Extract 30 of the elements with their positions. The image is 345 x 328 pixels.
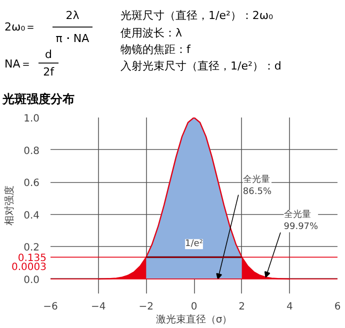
text: NA＝ — [4, 58, 32, 71]
text: 光斑尺寸（直径，1/e²）：2ω₀ — [120, 8, 274, 22]
y-tick-label: 0.2 — [24, 242, 40, 254]
annotation: 全光量 86.5% — [242, 174, 272, 197]
chart-title: 光斑强度分布 — [2, 92, 74, 106]
x-tick-label: 0 — [190, 302, 198, 312]
x-axis-title: 激光束直径（σ） — [156, 314, 232, 326]
y-tick-label: 0.6 — [24, 178, 40, 190]
text: 2λ — [66, 8, 80, 22]
ref-line-label: 0.0003 — [12, 262, 47, 273]
y-tick-label: 0.0 — [24, 274, 40, 286]
text: 入射光束尺寸（直径，1/e²）：d — [120, 59, 282, 72]
y-tick-label: 0.4 — [24, 210, 40, 222]
y-tick-label: 1.0 — [24, 114, 40, 124]
text: 2ω₀＝ — [4, 20, 36, 34]
text: π・NA — [56, 32, 90, 46]
y-axis-title: 相对强度 — [4, 186, 16, 226]
x-tick-label: −6 — [43, 302, 58, 312]
annotation: 1/e² — [185, 239, 204, 250]
text: 2f — [43, 65, 56, 78]
text: 使用波长：λ — [120, 26, 182, 40]
x-tick-label: −2 — [138, 302, 154, 312]
text: 物镜的焦距：f — [120, 42, 192, 56]
x-tick-label: 6 — [334, 302, 341, 312]
x-tick-label: −4 — [90, 302, 106, 312]
annotation: 全光量 99.97% — [284, 209, 319, 232]
x-tick-label: 2 — [238, 302, 246, 312]
y-tick-label: 0.8 — [24, 146, 40, 157]
x-tick-label: 4 — [286, 302, 293, 312]
text: d — [45, 48, 52, 61]
